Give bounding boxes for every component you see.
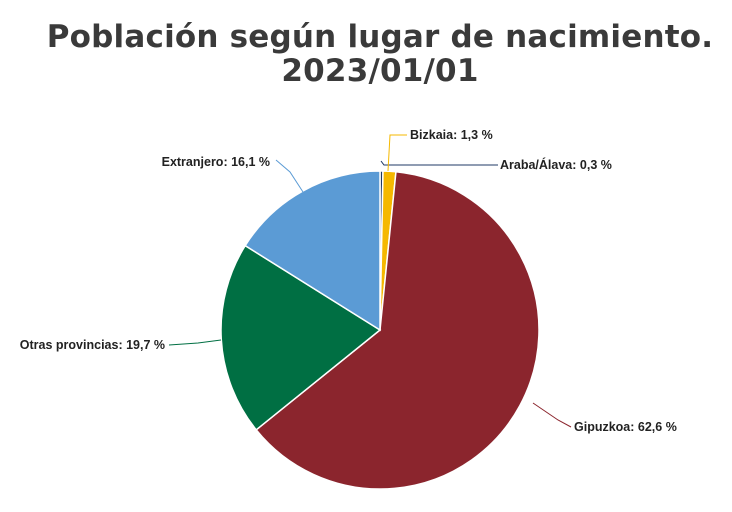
leader-line <box>387 134 407 172</box>
chart-title: Población según lugar de nacimiento. 202… <box>0 20 732 88</box>
slice-label: Otras provincias: 19,7 % <box>20 338 165 352</box>
leader-line <box>380 160 498 166</box>
slice-label: Araba/Álava: 0,3 % <box>500 157 612 172</box>
slice-label: Gipuzkoa: 62,6 % <box>574 420 677 434</box>
slice-label: Bizkaia: 1,3 % <box>410 128 493 142</box>
pie-slice-extranjero <box>244 170 381 332</box>
leader-line <box>532 402 572 428</box>
leader-lines <box>168 134 572 428</box>
slice-labels: Araba/Álava: 0,3 % Bizkaia: 1,3 % Gipuzkoa… <box>20 128 677 434</box>
slice-label: Extranjero: 16,1 % <box>162 155 270 169</box>
leader-line <box>275 159 304 193</box>
chart-title-line: Población según lugar de nacimiento. <box>46 19 714 55</box>
pie-slice-gipuzkoa <box>255 170 540 490</box>
pie-slice-otras-provincias <box>220 244 382 431</box>
chart-subtitle-line: 2023/01/01 <box>281 53 479 89</box>
pie-slices <box>220 170 540 490</box>
leader-line <box>168 339 222 346</box>
